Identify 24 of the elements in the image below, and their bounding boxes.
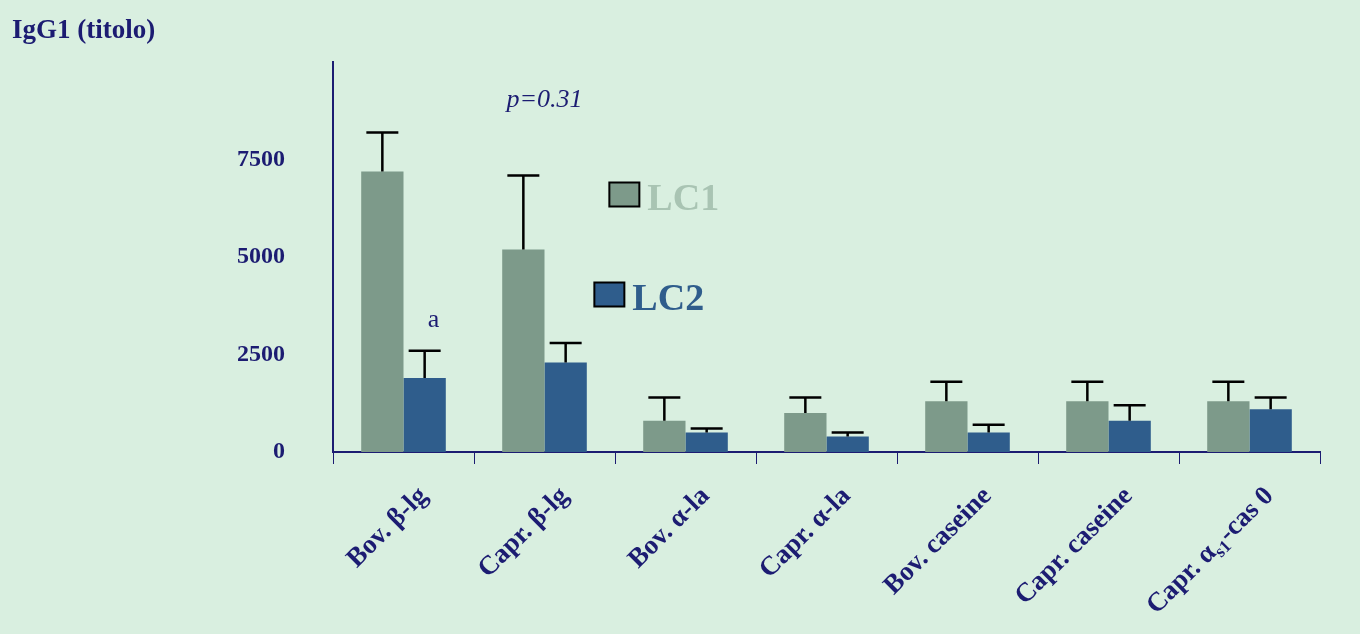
- bar: [1108, 420, 1151, 452]
- bar: [925, 401, 968, 452]
- annotation: a: [427, 304, 440, 334]
- x-tick-label: Bov. β-lg: [339, 479, 434, 573]
- y-tick-label: 5000: [237, 242, 285, 269]
- x-tick-label: Bov. α-la: [621, 479, 716, 574]
- bar: [826, 436, 869, 452]
- legend-label: LC2: [632, 276, 705, 319]
- bar: [1066, 401, 1109, 452]
- bar: [361, 171, 404, 452]
- bar: [643, 420, 686, 452]
- y-tick-label: 2500: [237, 339, 285, 366]
- bar: [544, 362, 587, 452]
- y-tick-label: 7500: [237, 145, 285, 171]
- bar: [1249, 409, 1292, 452]
- bar: [784, 413, 827, 452]
- bar: [967, 432, 1010, 452]
- bar: [1207, 401, 1250, 452]
- y-axis-title: IgG1 (titolo): [12, 14, 156, 44]
- bar: [502, 249, 545, 452]
- bar: [685, 432, 728, 452]
- y-tick-label: 0: [273, 437, 285, 464]
- annotation: p=0.31: [504, 84, 583, 114]
- bar: [403, 377, 446, 452]
